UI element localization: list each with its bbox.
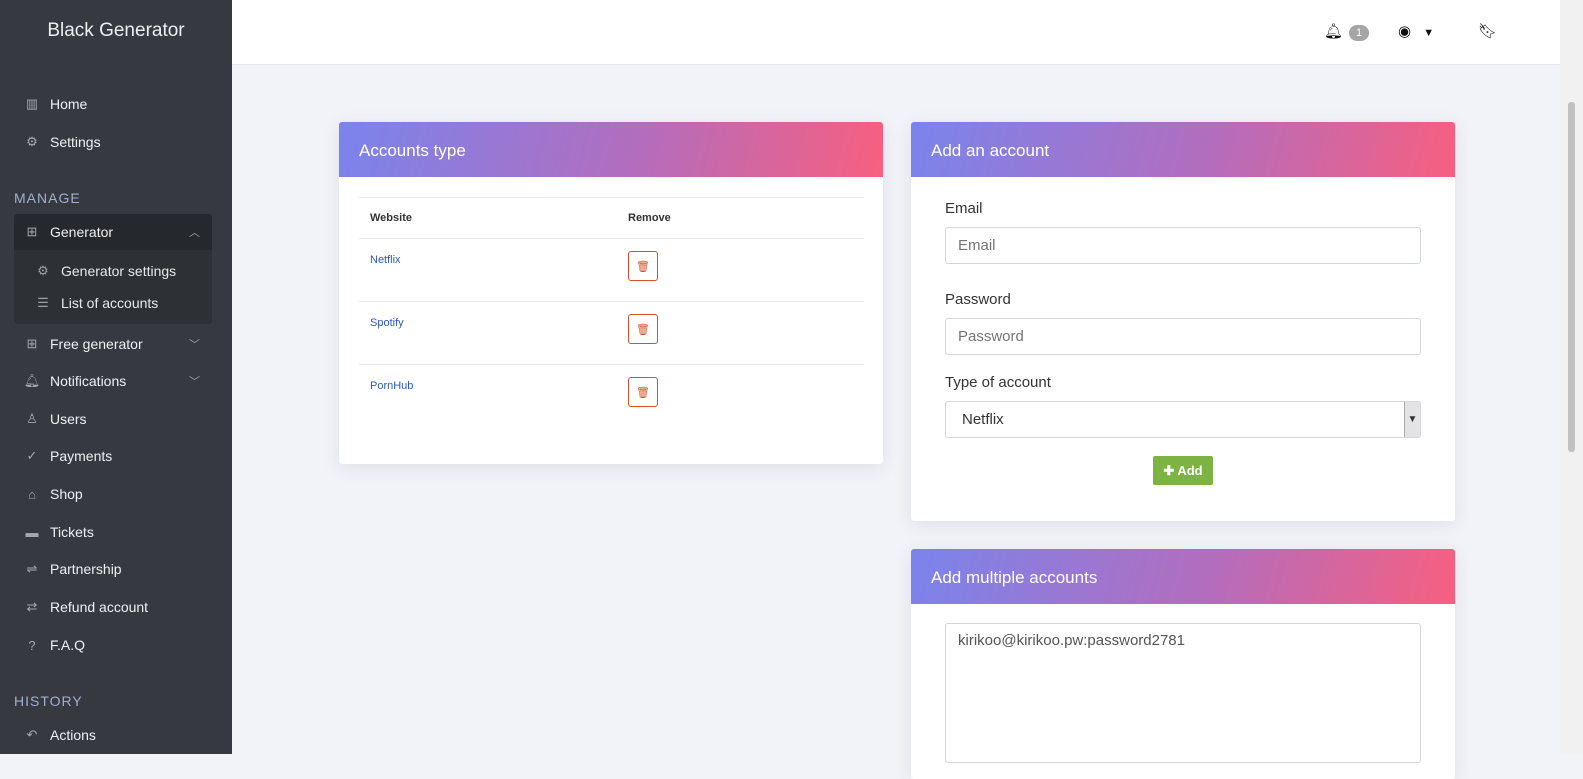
ticket-icon: ▬: [25, 524, 39, 540]
subitem-label: List of accounts: [61, 295, 159, 311]
chevron-down-icon: ﹀: [189, 376, 200, 388]
sidebar-item-payments[interactable]: ✓ Payments: [14, 438, 212, 474]
sidebar-item-actions[interactable]: ↶ Actions: [14, 717, 212, 753]
sidebar-item-label: Home: [50, 96, 88, 112]
sidebar-item-label: Actions: [50, 727, 96, 743]
section-history: HISTORY: [14, 693, 83, 709]
card-title: Add an account: [911, 122, 1455, 177]
bookmark-button[interactable]: 🔖︎: [1478, 22, 1497, 40]
trash-icon: 🗑︎: [636, 260, 650, 273]
check-circle-icon: ✓: [26, 448, 38, 463]
trash-icon: 🗑︎: [636, 386, 650, 399]
accounts-textarea[interactable]: kirikoo@kirikoo.pw:password2781: [945, 623, 1421, 763]
user-menu-button[interactable]: ◉ ▼: [1398, 22, 1434, 40]
subitem-label: Generator settings: [61, 263, 177, 279]
sidebar-item-label: Generator: [50, 224, 114, 240]
plus-icon: ✚: [1163, 462, 1175, 478]
email-label: Email: [945, 200, 983, 217]
user-icon: ♙: [26, 411, 38, 426]
sidebar-item-label: Payments: [50, 448, 113, 464]
sidebar: Black Generator ▥ Home ⚙ Settings MANAGE ⊞…: [0, 0, 232, 754]
sidebar-item-label: Settings: [50, 134, 101, 150]
sidebar-item-faq[interactable]: ? F.A.Q: [14, 627, 212, 663]
sidebar-item-generator[interactable]: ⊞ Generator ︿: [14, 214, 212, 250]
sidebar-subitem-list-of-accounts[interactable]: ☰ List of accounts: [34, 295, 158, 311]
sidebar-item-label: Shop: [50, 486, 83, 502]
scrollbar-thumb[interactable]: [1568, 102, 1575, 452]
list-icon: ☰: [37, 295, 49, 310]
generator-group: [14, 214, 212, 324]
remove-button[interactable]: 🗑︎: [628, 314, 658, 344]
website-link[interactable]: Netflix: [359, 238, 617, 302]
basket-icon: ⌂: [28, 486, 36, 502]
website-link[interactable]: PornHub: [370, 380, 414, 392]
card-title: Accounts type: [339, 122, 883, 177]
remove-button[interactable]: 🗑︎: [628, 377, 658, 407]
select-value: Netflix: [962, 411, 1004, 428]
sidebar-item-users[interactable]: ♙ Users: [14, 401, 212, 437]
plus-square-icon: ⊞: [26, 336, 38, 351]
type-label: Type of account: [945, 374, 1051, 391]
sidebar-item-free-generator[interactable]: ⊞ Free generator ﹀: [14, 326, 212, 362]
undo-icon: ↶: [26, 727, 38, 742]
chevron-up-icon: ︿: [189, 227, 200, 239]
sidebar-item-label: Users: [50, 411, 87, 427]
card-title: Add multiple accounts: [911, 549, 1455, 604]
sidebar-item-notifications[interactable]: 🔔︎ Notifications ﹀: [14, 363, 212, 399]
retweet-icon: ⇄: [26, 599, 38, 614]
user-circle-icon: ◉: [1398, 23, 1412, 40]
bell-icon: 🔔︎: [1324, 23, 1344, 40]
sidebar-item-tickets[interactable]: ▬ Tickets: [14, 514, 212, 550]
chevron-down-icon: ▼: [1423, 27, 1435, 39]
sidebar-item-label: Notifications: [50, 373, 127, 389]
sidebar-item-label: Tickets: [50, 524, 94, 540]
sidebar-item-refund-account[interactable]: ⇄ Refund account: [14, 589, 212, 625]
table-row: PornHub 🗑︎: [359, 365, 864, 428]
email-input[interactable]: [945, 227, 1421, 264]
accounts-type-table: Website Remove Netflix 🗑︎ Spotify 🗑︎ PornHu…: [359, 197, 864, 428]
sidebar-subitem-generator-settings[interactable]: ⚙ Generator settings: [34, 263, 176, 279]
password-input[interactable]: [945, 318, 1421, 355]
sidebar-item-label: Free generator: [50, 336, 143, 352]
trash-icon: 🗑︎: [636, 323, 650, 336]
question-circle-icon: ?: [28, 637, 36, 653]
section-manage: MANAGE: [14, 190, 81, 206]
gear-icon: ⚙: [37, 263, 49, 278]
account-type-select[interactable]: Netflix ▼: [945, 401, 1421, 438]
add-account-card: Add an account Email Password Type of ac…: [911, 122, 1455, 521]
table-row: Spotify 🗑︎: [359, 301, 864, 365]
column-header: Website: [359, 197, 617, 239]
sidebar-item-shop[interactable]: ⌂ Shop: [14, 476, 212, 512]
top-bar: 🔔︎ 1 ◉ ▼ 🔖︎: [232, 0, 1560, 65]
table-row: Netflix 🗑︎: [359, 238, 864, 302]
scrollbar[interactable]: [1560, 0, 1583, 754]
brand-title: Black Generator: [47, 20, 185, 41]
notification-badge: 1: [1349, 25, 1370, 41]
sidebar-item-label: Partnership: [50, 561, 122, 577]
website-link[interactable]: Spotify: [359, 301, 617, 365]
notifications-button[interactable]: 🔔︎ 1: [1324, 22, 1370, 41]
bell-icon: 🔔︎: [23, 373, 41, 388]
gear-icon: ⚙: [26, 134, 38, 149]
remove-button[interactable]: 🗑︎: [628, 251, 658, 281]
chevron-down-icon: ▼: [1404, 402, 1420, 437]
add-button[interactable]: ✚ Add: [1153, 456, 1213, 485]
sidebar-item-partnership[interactable]: ⇌ Partnership: [14, 551, 212, 587]
column-header: Remove: [617, 197, 864, 239]
sidebar-item-label: Refund account: [50, 599, 149, 615]
sidebar-item-home[interactable]: ▥ Home: [14, 86, 212, 122]
handshake-icon: ⇌: [26, 561, 38, 576]
bar-chart-icon: ▥: [25, 96, 39, 111]
chevron-down-icon: ﹀: [189, 339, 200, 351]
add-multiple-card: Add multiple accounts kirikoo@kirikoo.pw…: [911, 549, 1455, 779]
plus-square-icon: ⊞: [26, 224, 38, 239]
sidebar-item-settings[interactable]: ⚙ Settings: [14, 124, 212, 160]
sidebar-item-label: F.A.Q: [50, 637, 86, 653]
bookmark-icon: 🔖︎: [1478, 23, 1498, 40]
accounts-type-card: Accounts type Website Remove Netflix 🗑︎ Sp…: [339, 122, 883, 464]
add-button-label: Add: [1177, 463, 1203, 478]
password-label: Password: [945, 291, 1011, 308]
